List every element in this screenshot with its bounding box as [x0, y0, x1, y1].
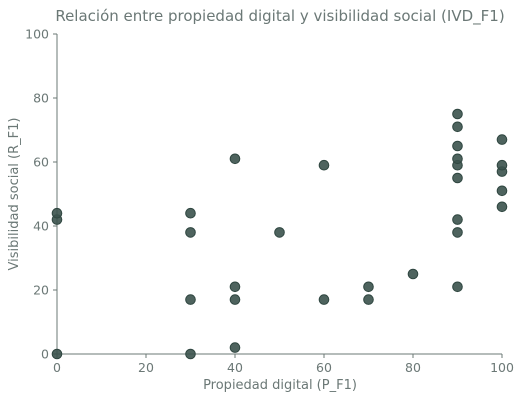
data-point — [496, 134, 508, 145]
data-point — [363, 294, 374, 305]
data-point — [496, 159, 508, 171]
y-tick-label: 0 — [41, 347, 49, 362]
ticks-layer: 0 20 40 60 80 100 0 20 40 60 80 100 — [25, 27, 514, 376]
x-tick-label: 40 — [227, 360, 243, 375]
data-point — [452, 140, 463, 152]
y-tick-label: 80 — [33, 91, 49, 106]
data-point — [496, 185, 508, 197]
data-point — [318, 159, 330, 171]
data-point — [318, 294, 330, 305]
data-point — [274, 227, 285, 238]
data-point — [51, 207, 63, 219]
data-point — [229, 294, 241, 305]
x-axis-label: Propiedad digital (P_F1) — [203, 378, 357, 393]
y-axis-label: Visibilidad social (R_F1) — [7, 118, 22, 271]
points-layer — [51, 108, 508, 360]
chart-title: Relación entre propiedad digital y visib… — [55, 7, 504, 26]
data-point — [185, 227, 196, 238]
x-tick-label: 20 — [138, 360, 154, 375]
x-tick-label: 0 — [53, 360, 61, 375]
data-point — [185, 348, 196, 360]
x-tick-label: 80 — [405, 360, 421, 375]
data-point — [229, 153, 241, 165]
data-point — [185, 207, 196, 219]
y-tick-label: 100 — [25, 27, 49, 42]
x-tick-label: 100 — [490, 360, 514, 375]
data-point — [452, 121, 463, 133]
data-point — [452, 172, 463, 184]
data-point — [363, 281, 374, 293]
data-point — [452, 153, 463, 165]
data-point — [185, 294, 196, 305]
data-point — [407, 268, 419, 280]
data-point — [452, 227, 463, 238]
x-tick-label: 60 — [316, 360, 332, 375]
data-point — [229, 342, 241, 353]
data-point — [452, 281, 463, 293]
y-tick-label: 60 — [33, 155, 49, 170]
data-point — [452, 214, 463, 225]
y-tick-label: 40 — [33, 219, 49, 234]
data-point — [496, 201, 508, 213]
data-point — [229, 281, 241, 293]
data-point — [452, 108, 463, 120]
data-point — [51, 348, 63, 360]
y-tick-label: 20 — [33, 283, 49, 298]
